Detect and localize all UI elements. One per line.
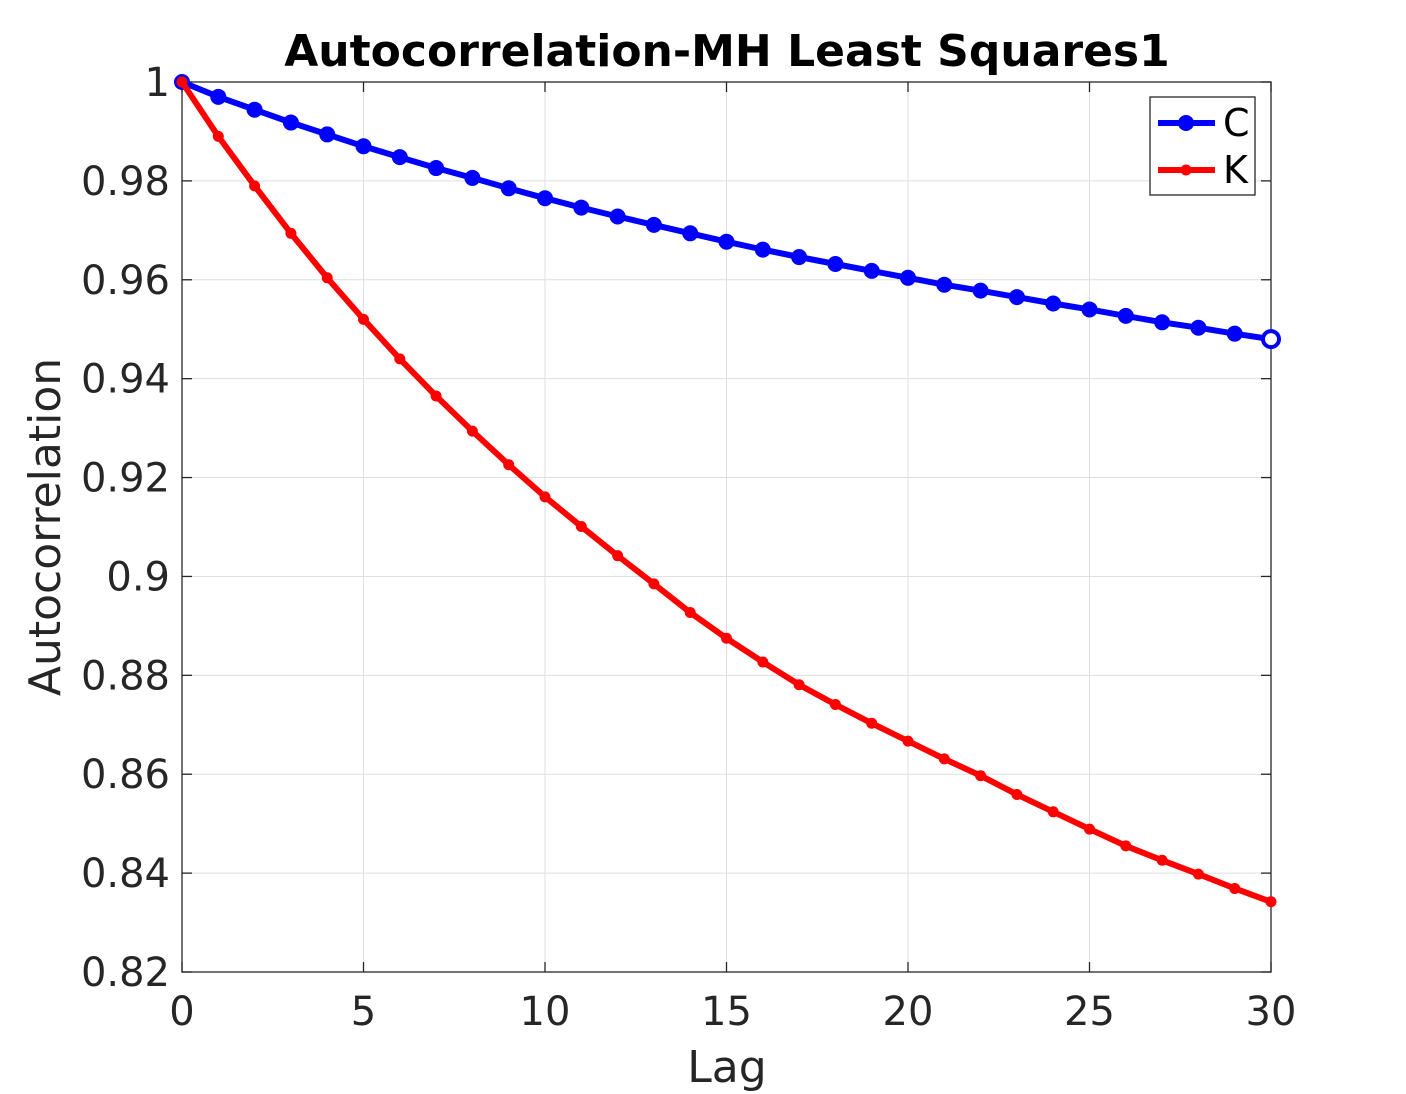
data-point [1011,788,1023,800]
data-point [246,101,263,118]
legend-label: K [1223,148,1249,192]
data-point [718,233,735,250]
data-point [827,255,844,272]
data-point [645,216,662,233]
data-point [1265,896,1277,908]
y-tick-label: 0.88 [81,653,170,699]
data-point [721,632,732,644]
legend-marker [1178,115,1194,131]
data-point [575,521,587,533]
y-tick-label: 0.82 [81,950,170,996]
legend-marker [1180,164,1192,176]
data-point [285,227,297,239]
data-point [829,699,841,711]
y-tick-label: 0.96 [81,258,170,304]
data-point [503,459,515,471]
data-point [176,76,188,88]
data-point [537,190,553,207]
data-point [972,282,989,299]
data-point [1229,882,1241,894]
data-point [355,138,372,155]
data-point [936,276,953,293]
data-point [539,491,551,503]
data-point [791,249,808,266]
y-tick-label: 0.94 [81,357,170,403]
data-point [793,679,805,691]
data-point [1192,868,1204,880]
data-point [754,241,771,258]
data-point [863,262,880,279]
chart-title: Autocorrelation-MH Least Squares1 [284,26,1169,77]
legend-label: C [1223,101,1250,145]
data-point [358,313,369,325]
data-point [319,126,336,143]
data-point [1045,295,1062,312]
y-tick-label: 0.84 [81,851,170,897]
data-point [321,272,333,284]
x-tick-label: 30 [1246,989,1297,1035]
legend-item-k: K [1158,148,1249,192]
data-point [430,390,442,402]
x-tick-label: 20 [883,989,934,1035]
series-k [176,76,1277,908]
data-point [902,735,914,747]
data-point [900,269,916,286]
series-c [174,74,1281,350]
data-point [1117,307,1134,324]
data-point [1008,289,1025,306]
x-tick-label: 5 [351,989,376,1035]
x-axis-ticks: 0 5 10 15 20 25 30 [169,82,1296,1035]
data-point [428,160,445,177]
data-point [1047,806,1059,818]
x-axis-label: Lag [687,1042,766,1093]
x-tick-label: 0 [169,989,194,1035]
data-point [866,717,878,729]
data-point [757,656,769,668]
data-point [1261,329,1281,350]
y-tick-label: 0.98 [81,159,170,205]
legend-item-c: C [1158,101,1250,145]
y-tick-label: 0.9 [106,554,170,600]
data-point [391,149,408,166]
y-axis-ticks: 0.82 0.84 0.86 0.88 0.9 0.92 0.94 0.96 0.98 1 [81,60,1271,996]
y-axis-label: Autocorrelation [20,358,71,696]
series-group [174,74,1281,908]
y-tick-label: 0.86 [81,752,170,798]
data-point [938,753,950,765]
data-point [975,770,987,782]
data-point [464,169,481,186]
data-point [1156,854,1168,866]
x-tick-label: 15 [701,989,752,1035]
data-point [573,199,590,216]
data-point [682,225,699,242]
y-tick-label: 0.92 [81,456,170,502]
data-point [282,114,299,131]
data-point [609,208,626,225]
data-point [1084,823,1095,835]
y-tick-label: 1 [145,60,170,106]
data-point [210,88,227,105]
data-point [612,550,624,562]
data-point [394,353,406,365]
data-point [1154,314,1171,331]
data-point [500,180,517,197]
x-tick-label: 25 [1064,989,1115,1035]
data-point [1226,325,1243,342]
data-point [684,607,696,619]
data-point [1081,301,1098,318]
data-point [1190,319,1207,336]
data-point [648,578,660,590]
legend: CK [1149,96,1256,196]
x-tick-label: 10 [520,989,571,1035]
legend-box [1149,96,1256,196]
data-point [249,180,261,192]
data-point [212,130,224,142]
data-point [466,425,478,437]
data-point [1120,840,1132,852]
